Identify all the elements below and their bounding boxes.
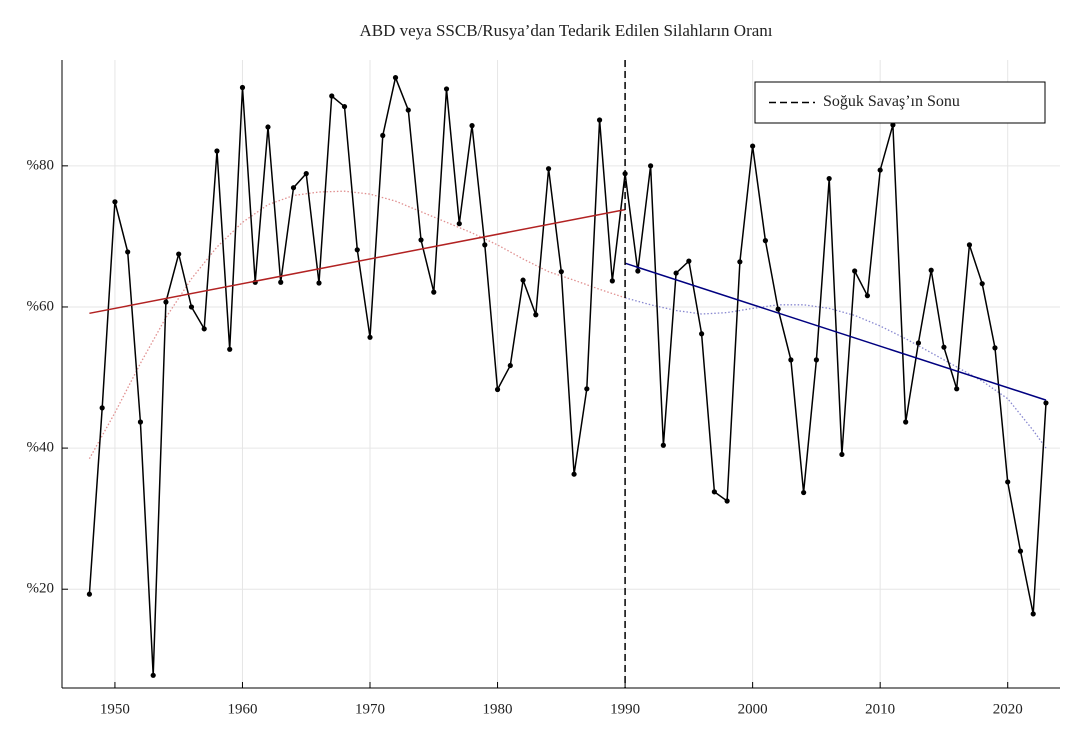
point	[711, 489, 717, 495]
point	[329, 93, 335, 99]
series-line	[88, 75, 1047, 676]
point	[214, 148, 220, 154]
x-tick-label: 1970	[355, 701, 385, 717]
point	[367, 334, 373, 340]
point	[431, 289, 437, 295]
point	[265, 124, 271, 130]
x-tick-label: 2000	[738, 701, 768, 717]
point	[890, 122, 896, 128]
point	[826, 175, 832, 182]
point	[609, 278, 615, 284]
point	[775, 306, 781, 312]
point	[813, 357, 819, 363]
point	[239, 84, 246, 91]
point	[596, 117, 603, 123]
point	[737, 259, 743, 265]
point	[278, 279, 284, 285]
point	[86, 591, 93, 597]
point	[558, 269, 564, 275]
point	[303, 171, 309, 177]
point	[864, 293, 871, 299]
point	[660, 442, 666, 448]
series-line	[624, 262, 1047, 401]
point	[99, 405, 105, 411]
point	[533, 312, 539, 318]
point	[839, 451, 845, 458]
point	[494, 386, 501, 393]
point	[341, 103, 348, 110]
x-tick-label: 1950	[100, 701, 130, 717]
x-tick-label: 2020	[993, 701, 1023, 717]
point	[852, 268, 858, 274]
point	[201, 326, 207, 332]
point	[992, 345, 998, 351]
legend-box	[754, 81, 1046, 124]
point	[137, 419, 144, 425]
point	[903, 419, 909, 425]
point	[227, 346, 233, 352]
series-line	[88, 190, 626, 460]
y-tick-label: %60	[27, 298, 55, 314]
point	[801, 489, 807, 496]
point	[316, 280, 322, 286]
point	[443, 86, 450, 92]
point	[418, 237, 424, 243]
point	[966, 242, 973, 248]
point	[915, 340, 922, 346]
point	[380, 132, 386, 139]
point	[954, 386, 960, 392]
x-tick-label: 2010	[865, 701, 895, 717]
point	[877, 167, 883, 173]
chart-title: ABD veya SSCB/Rusya’dan Tedarik Edilen S…	[359, 21, 772, 40]
point	[405, 107, 411, 113]
point	[673, 270, 679, 276]
series-line	[89, 208, 626, 315]
point	[1030, 611, 1036, 617]
point	[762, 238, 768, 244]
point	[188, 304, 195, 310]
point	[1017, 548, 1024, 554]
point	[290, 185, 297, 191]
point	[979, 281, 985, 287]
x-tick-label: 1960	[227, 701, 257, 717]
x-tick-label: 1990	[610, 701, 640, 717]
point	[482, 242, 488, 248]
point	[686, 258, 692, 264]
x-tick-label: 1980	[483, 701, 513, 717]
legend-label: Soğuk Savaş’ın Sonu	[823, 93, 960, 110]
point	[699, 331, 705, 337]
point	[150, 672, 156, 678]
point	[1043, 400, 1049, 406]
point	[112, 199, 118, 205]
point	[520, 277, 526, 283]
y-tick-label: %80	[27, 157, 55, 173]
point	[507, 362, 513, 369]
point	[469, 123, 475, 129]
point	[724, 498, 730, 504]
point	[456, 221, 462, 227]
point	[647, 163, 654, 169]
point	[635, 268, 641, 274]
point	[941, 344, 947, 350]
point	[354, 247, 360, 253]
point	[750, 143, 756, 149]
point	[788, 357, 794, 363]
point	[1005, 479, 1011, 485]
point	[125, 249, 131, 255]
point	[163, 299, 169, 305]
point	[928, 267, 934, 273]
point	[176, 251, 182, 257]
point	[392, 75, 399, 81]
point	[584, 386, 590, 392]
point	[545, 166, 552, 172]
y-tick-label: %20	[27, 581, 55, 597]
point	[571, 471, 577, 477]
y-tick-label: %40	[27, 440, 55, 456]
